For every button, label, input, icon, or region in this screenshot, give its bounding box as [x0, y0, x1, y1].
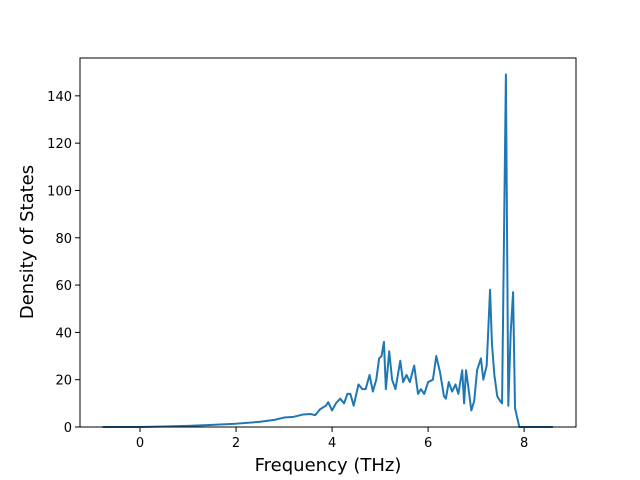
x-tick-label: 2: [232, 436, 240, 451]
x-tick-label: 8: [520, 436, 528, 451]
y-tick-label: 0: [64, 421, 72, 436]
y-tick-label: 80: [55, 232, 72, 247]
plot-frame: [79, 57, 577, 428]
x-axis-label: Frequency (THz): [255, 455, 402, 476]
y-tick-label: 60: [55, 279, 72, 294]
y-tick-label: 120: [47, 137, 72, 152]
line: [102, 73, 553, 428]
x-tick-label: 6: [424, 436, 432, 451]
x-tick-label: 4: [328, 436, 336, 451]
y-tick-label: 140: [47, 90, 72, 105]
y-axis-label: Density of States: [17, 165, 38, 319]
y-tick-label: 100: [47, 184, 72, 199]
y-tick-label: 20: [55, 374, 72, 389]
y-tick-label: 40: [55, 326, 72, 341]
x-tick-label: 0: [136, 436, 144, 451]
